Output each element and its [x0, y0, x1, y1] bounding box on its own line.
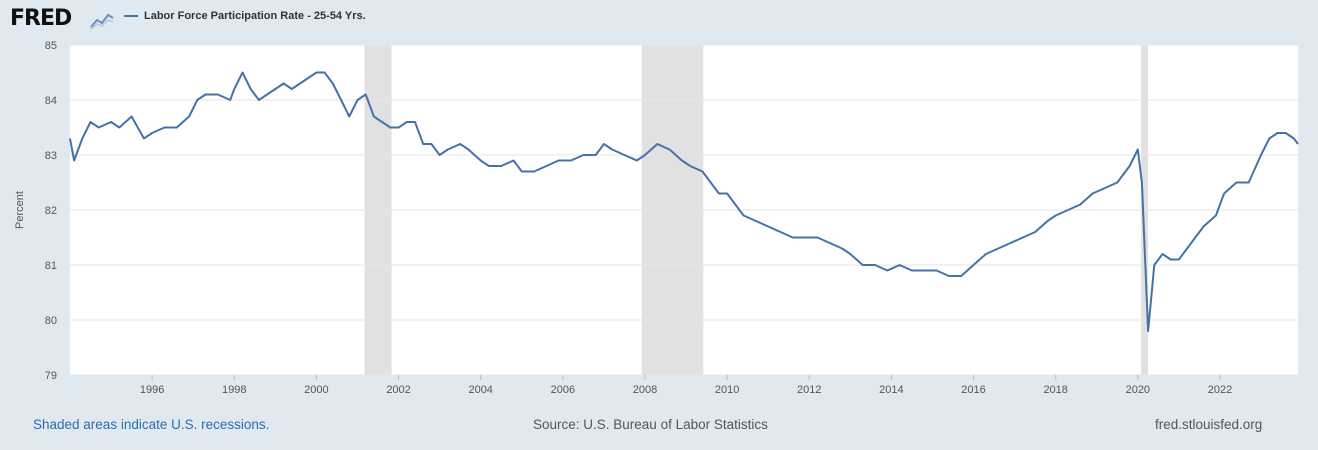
x-tick-label: 1996 [140, 384, 164, 396]
y-tick-label: 85 [45, 40, 57, 52]
legend: Labor Force Participation Rate - 25-54 Y… [124, 10, 366, 22]
y-tick-label: 81 [45, 260, 57, 272]
x-tick-label: 2014 [879, 384, 903, 396]
line-chart: 79 80 81 82 83 84 85 1996 1998 2000 2002 2004 2006 20… [14, 40, 1299, 396]
chart-header: FRED Labor Force Participation Rate - 25… [0, 0, 1318, 40]
x-tick-label: 2002 [386, 384, 410, 396]
x-tick-label: 2020 [1126, 384, 1150, 396]
y-axis-label: Percent [14, 191, 26, 229]
y-tick-label: 80 [45, 315, 57, 327]
y-tick-label: 83 [45, 150, 57, 162]
source-note: Source: U.S. Bureau of Labor Statistics [533, 417, 768, 432]
recession-note[interactable]: Shaded areas indicate U.S. recessions. [33, 417, 270, 432]
y-tick-label: 82 [45, 205, 57, 217]
x-tick-label: 2012 [797, 384, 821, 396]
line-chart-icon [89, 10, 115, 30]
legend-label[interactable]: Labor Force Participation Rate - 25-54 Y… [144, 10, 366, 22]
x-tick-label: 2006 [551, 384, 575, 396]
grid-layer [70, 44, 1298, 376]
x-tick-label: 2022 [1208, 384, 1232, 396]
x-tick-label: 2008 [633, 384, 657, 396]
legend-swatch [124, 15, 138, 17]
x-tick-label: 2010 [715, 384, 739, 396]
x-tick-label: 2016 [961, 384, 985, 396]
axis-layer: 79 80 81 82 83 84 85 1996 1998 2000 2002 2004 2006 20… [45, 40, 1232, 396]
x-tick-label: 2000 [304, 384, 328, 396]
series-line [69, 71, 1299, 332]
x-tick-label: 2018 [1043, 384, 1067, 396]
series-layer [69, 71, 1299, 332]
y-tick-label: 79 [45, 370, 57, 382]
fred-url[interactable]: fred.stlouisfed.org [1155, 417, 1263, 432]
fred-logo[interactable]: FRED [10, 6, 72, 31]
x-tick-label: 1998 [222, 384, 246, 396]
x-tick-label: 2004 [468, 384, 492, 396]
y-tick-label: 84 [45, 95, 57, 107]
